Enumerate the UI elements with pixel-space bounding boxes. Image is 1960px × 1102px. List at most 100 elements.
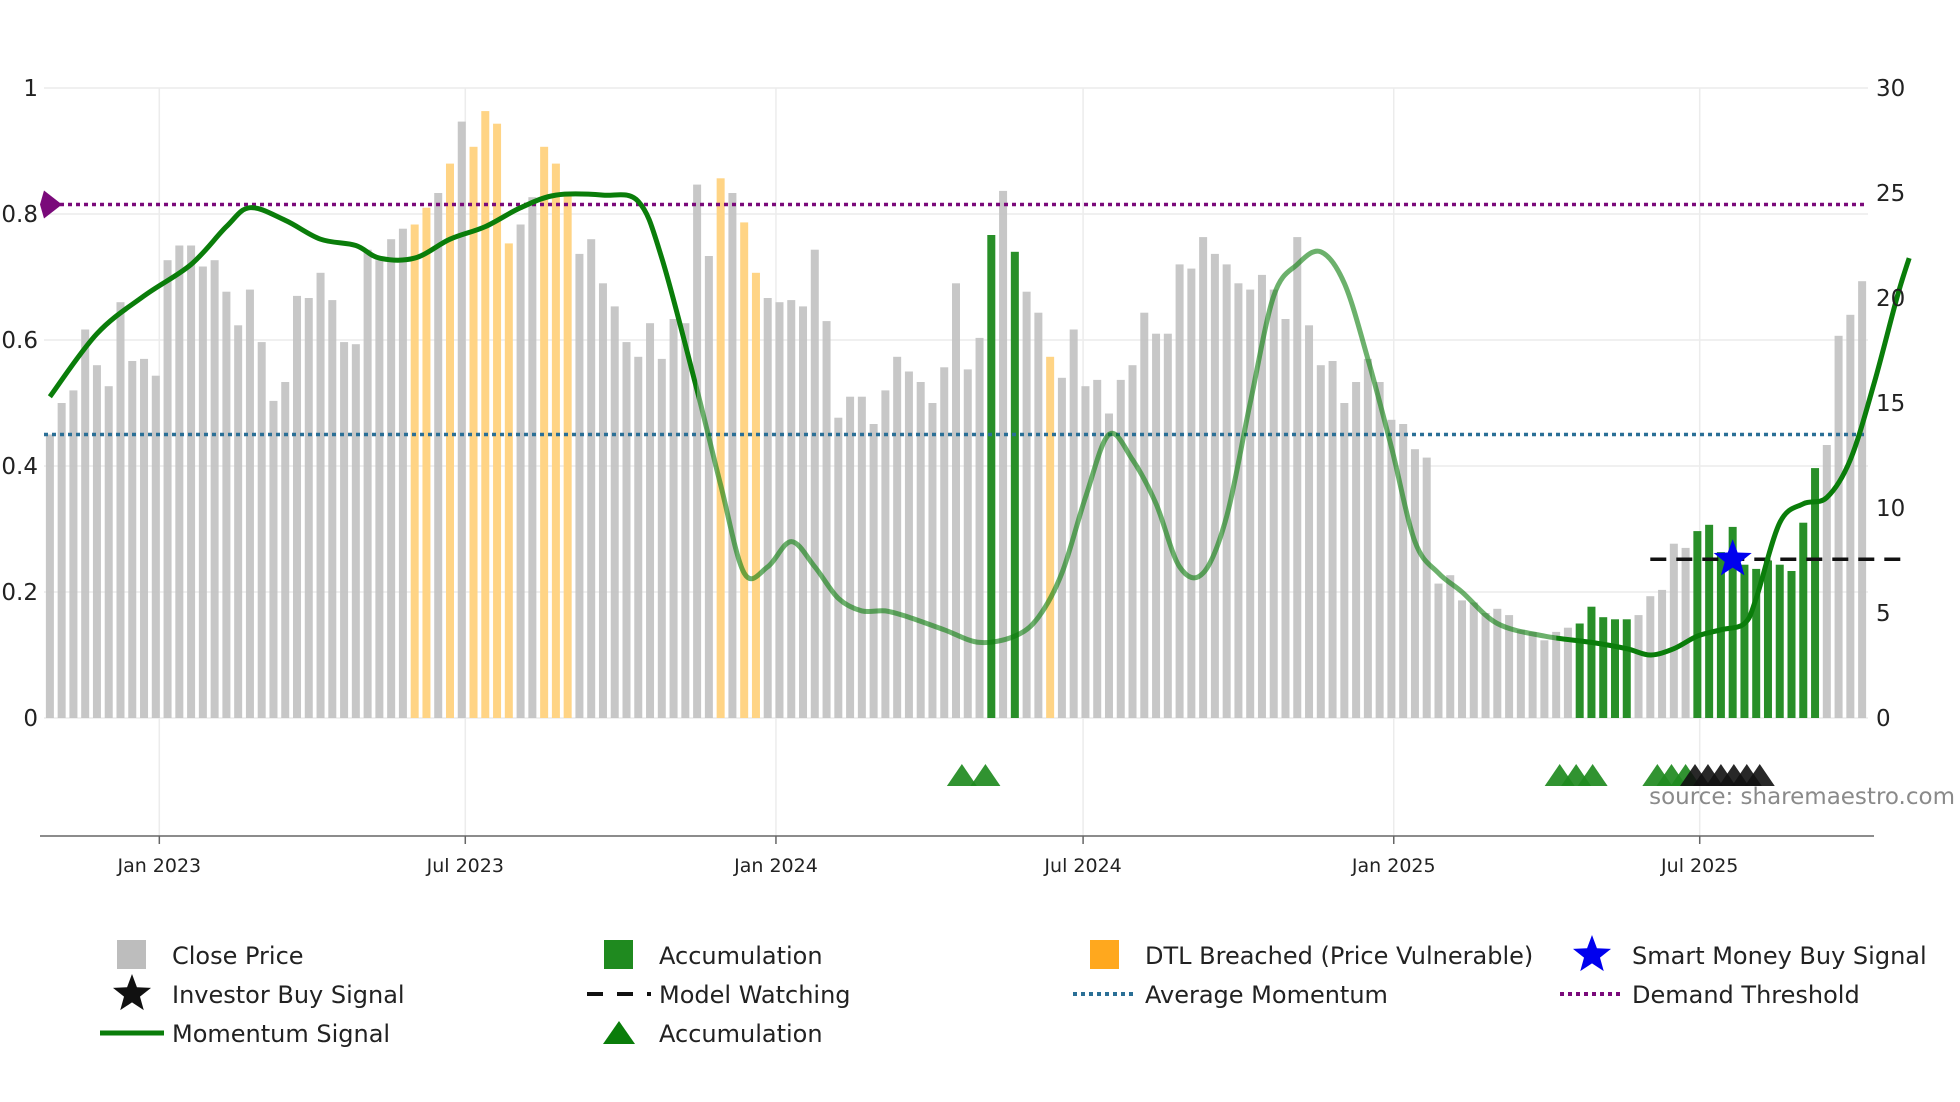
close-price-bar [1140,312,1149,718]
x-tick-label: Jul 2025 [1660,855,1738,877]
close-price-bar [187,245,196,718]
close-price-bar [210,260,219,718]
close-price-bar [1505,615,1514,718]
close-price-bar [1822,445,1831,718]
legend-label: Momentum Signal [172,1020,390,1048]
close-price-bar [1481,613,1490,718]
accumulation-triangle [1577,764,1608,786]
close-price-bar [869,424,878,718]
close-price-bar [799,306,808,718]
dtl-breached-bar [504,243,513,718]
close-price-bar [963,369,972,718]
legend-label: Model Watching [659,981,851,1009]
legend-item: Accumulation [603,1020,823,1048]
accumulation-bar [1587,606,1596,718]
x-tick-label: Jan 2024 [733,855,818,877]
close-price-bar [657,358,666,718]
accumulation-bar [1775,564,1784,718]
dtl-breached-bar [493,123,502,718]
close-price-bar [1175,264,1184,718]
close-price-bar [151,375,160,718]
close-price-bar [1057,377,1066,718]
close-price-bar [128,361,137,718]
close-price-bar [587,239,596,718]
legend-label: Accumulation [659,1020,823,1048]
close-price-bar [622,342,631,718]
close-price-bar [516,224,525,718]
close-price-bar [198,266,207,718]
close-price-bar [104,386,113,718]
source-label: source: sharemaestro.com [1649,784,1955,810]
close-price-bar [1269,289,1278,718]
close-price-bar [1152,333,1161,718]
x-tick-label: Jul 2024 [1043,855,1121,877]
close-price-bar [1234,283,1243,718]
close-price-bar [1528,631,1537,718]
close-price-bar [81,329,90,718]
close-price-bar [693,184,702,719]
close-price-bar [999,190,1008,718]
legend-star-icon [1572,935,1612,972]
close-price-bar [763,298,772,718]
accumulation-triangle [970,764,1001,786]
close-price-bar [1387,419,1396,718]
close-price-bar [1104,413,1113,718]
price-bars [45,111,1867,719]
dtl-breached-bar [563,193,572,718]
right-tick-label: 15 [1876,391,1905,417]
legend-item: Accumulation [604,940,823,970]
close-price-bar [1128,365,1137,718]
legend-item: Model Watching [587,981,851,1009]
legend-item: Investor Buy Signal [112,974,405,1011]
dtl-breached-bar [469,146,478,719]
close-price-bar [1352,382,1361,718]
legend-item: Smart Money Buy Signal [1572,935,1927,972]
close-price-bar [1516,629,1525,718]
close-price-bar [669,319,678,718]
accumulation-bar [1575,623,1584,718]
close-price-bar [1399,424,1408,718]
legend-label: Smart Money Buy Signal [1632,942,1927,970]
legend-item: Average Momentum [1073,981,1388,1009]
close-price-bar [1563,627,1572,718]
legend-label: Investor Buy Signal [172,981,405,1009]
close-price-bar [1434,583,1443,718]
accumulation-bar [1787,571,1796,718]
close-price-bar [775,302,784,718]
accumulation-bar [1728,526,1737,718]
close-price-bar [1210,253,1219,718]
close-price-bar [92,365,101,718]
close-price-bar [1328,361,1337,718]
close-price-bar [1257,274,1266,718]
legend-swatch [1090,940,1119,969]
close-price-bar [222,291,231,718]
close-price-bar [1116,379,1125,718]
close-price-bar [1034,312,1043,718]
close-price-bar [881,390,890,718]
dtl-breached-bar [540,146,549,719]
close-price-bar [116,302,125,718]
close-price-bar [269,400,278,718]
close-price-bar [1222,264,1231,718]
right-tick-label: 30 [1876,76,1905,102]
close-price-bar [1363,358,1372,718]
close-price-bar [904,371,913,718]
accumulation-triangle [946,764,977,786]
right-tick-label: 20 [1876,286,1905,312]
investor-buy-triangle [1744,764,1775,786]
close-price-bar [57,403,66,718]
accumulation-bar [1010,251,1019,719]
close-price-bar [598,283,607,718]
close-price-bar [1410,449,1419,718]
close-price-bar [1199,237,1208,718]
close-price-bar [1669,543,1678,718]
close-price-bar [646,323,655,718]
legend-item: DTL Breached (Price Vulnerable) [1090,940,1533,970]
close-price-bar [175,245,184,718]
momentum-signal-line-faded [697,248,1557,646]
dtl-breached-bar [716,178,725,719]
close-price-bar [304,298,313,718]
left-tick-label: 0.8 [1,202,38,228]
close-price-bar [1493,608,1502,718]
